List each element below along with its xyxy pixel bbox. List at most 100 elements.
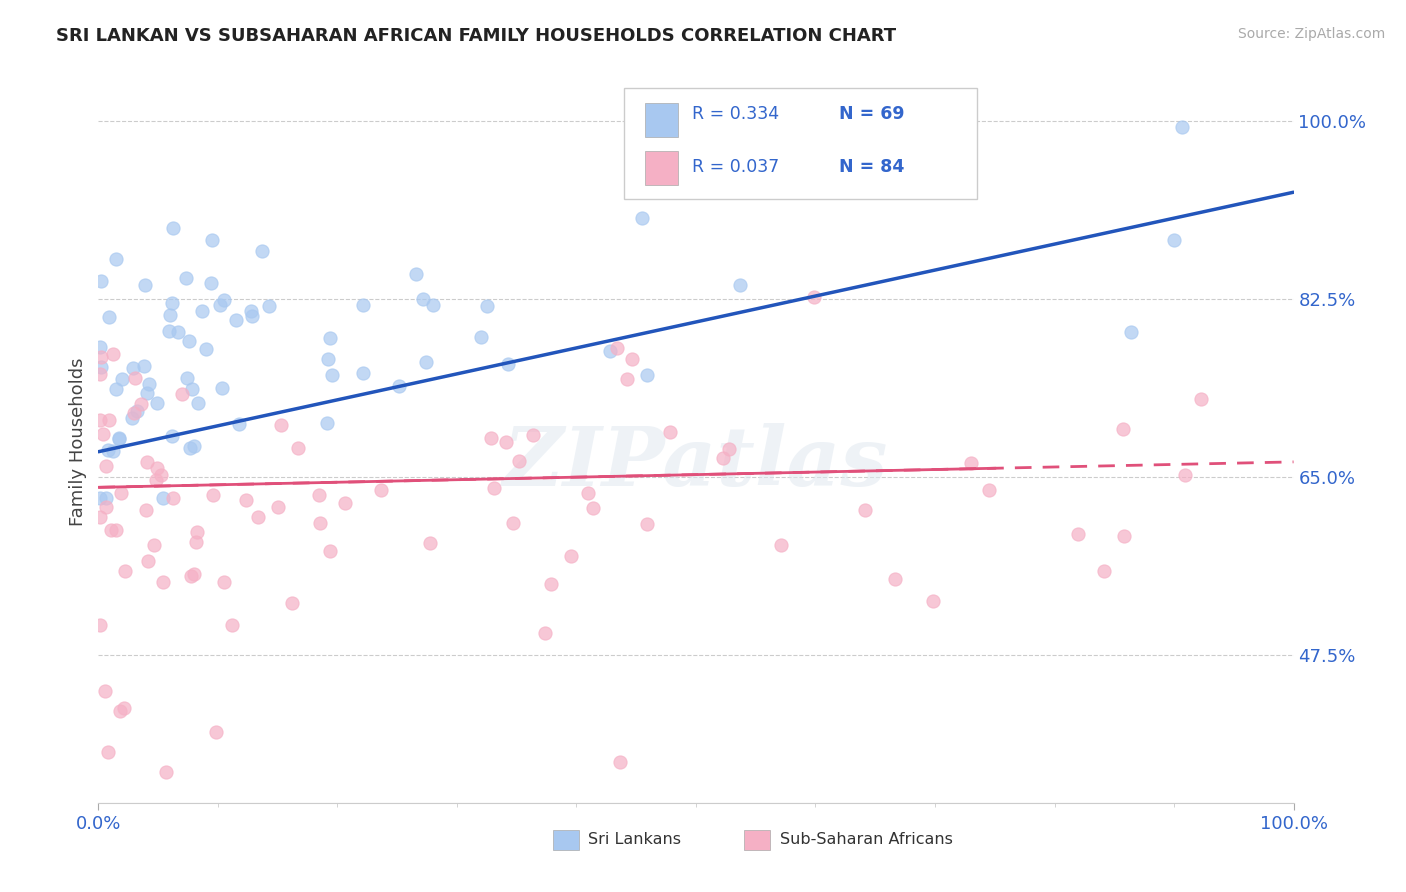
Point: [1112, 529, 1135, 543]
Point: [97, 745, 120, 759]
Point: [309, 516, 332, 530]
Point: [105, 252, 128, 267]
Point: [316, 416, 339, 430]
Point: [155, 765, 177, 780]
Point: [159, 324, 181, 338]
Point: [636, 368, 658, 382]
Point: [138, 376, 160, 391]
Point: [160, 296, 183, 310]
Point: [177, 334, 200, 349]
Point: [179, 441, 201, 455]
Point: [204, 724, 226, 739]
Point: [149, 468, 172, 483]
Point: [212, 293, 235, 308]
Point: [181, 382, 204, 396]
Point: [96, 458, 118, 473]
Y-axis label: Family Households: Family Households: [69, 358, 87, 525]
Point: [718, 442, 741, 456]
Point: [108, 704, 131, 718]
Point: [884, 572, 907, 586]
Point: [221, 618, 243, 632]
Point: [186, 524, 208, 539]
Point: [191, 304, 214, 318]
Point: [108, 433, 131, 447]
Point: [114, 564, 136, 578]
Point: [321, 368, 343, 383]
Text: N = 84: N = 84: [839, 158, 904, 176]
Point: [576, 485, 599, 500]
Point: [172, 387, 194, 401]
Point: [422, 298, 444, 312]
Point: [201, 233, 224, 247]
Point: [89, 413, 111, 427]
Point: [1191, 392, 1213, 407]
Point: [533, 625, 555, 640]
Point: [89, 367, 111, 381]
Point: [105, 524, 128, 538]
Point: [239, 303, 262, 318]
Point: [90, 359, 112, 374]
Point: [110, 485, 132, 500]
Point: [636, 517, 658, 532]
Point: [609, 755, 631, 769]
Point: [94, 491, 117, 505]
Point: [152, 575, 174, 590]
Point: [495, 434, 517, 449]
Point: [1119, 325, 1142, 339]
Text: ZIPatlas: ZIPatlas: [503, 423, 889, 503]
Point: [121, 411, 143, 425]
Point: [659, 425, 682, 440]
Point: [1174, 467, 1197, 482]
Point: [522, 428, 544, 442]
Point: [308, 488, 330, 502]
Point: [136, 386, 159, 401]
Point: [91, 426, 114, 441]
Point: [333, 496, 356, 510]
Text: N = 69: N = 69: [839, 105, 905, 123]
Point: [132, 359, 155, 373]
Point: [112, 701, 135, 715]
Point: [281, 596, 304, 610]
Point: [711, 451, 734, 466]
Point: [319, 544, 342, 558]
Point: [183, 439, 205, 453]
Point: [159, 308, 181, 322]
Point: [200, 276, 222, 290]
Point: [405, 267, 427, 281]
Point: [496, 357, 519, 371]
FancyBboxPatch shape: [624, 87, 977, 200]
Point: [162, 220, 184, 235]
Point: [145, 473, 167, 487]
Point: [979, 483, 1001, 497]
Point: [89, 340, 111, 354]
Point: [921, 594, 943, 608]
Point: [121, 361, 143, 376]
Point: [98, 413, 121, 427]
Point: [235, 493, 257, 508]
Point: [252, 244, 274, 258]
Point: [606, 341, 628, 355]
Point: [129, 397, 152, 411]
Bar: [553, 830, 579, 850]
Point: [209, 298, 232, 312]
Point: [187, 396, 209, 410]
Point: [599, 343, 621, 358]
Point: [108, 431, 131, 445]
Text: Sub-Saharan Africans: Sub-Saharan Africans: [780, 832, 952, 847]
Point: [134, 277, 156, 292]
Point: [287, 441, 309, 455]
Point: [415, 355, 437, 369]
Point: [211, 381, 233, 395]
Point: [146, 460, 169, 475]
Point: [316, 351, 339, 366]
Bar: [644, 103, 678, 137]
Point: [125, 404, 148, 418]
Point: [581, 500, 603, 515]
Text: SRI LANKAN VS SUBSAHARAN AFRICAN FAMILY HOUSEHOLDS CORRELATION CHART: SRI LANKAN VS SUBSAHARAN AFRICAN FAMILY …: [56, 27, 897, 45]
Point: [183, 567, 205, 582]
Point: [162, 491, 184, 506]
Point: [201, 488, 224, 502]
Point: [370, 483, 392, 497]
Point: [214, 574, 236, 589]
Point: [502, 516, 524, 530]
